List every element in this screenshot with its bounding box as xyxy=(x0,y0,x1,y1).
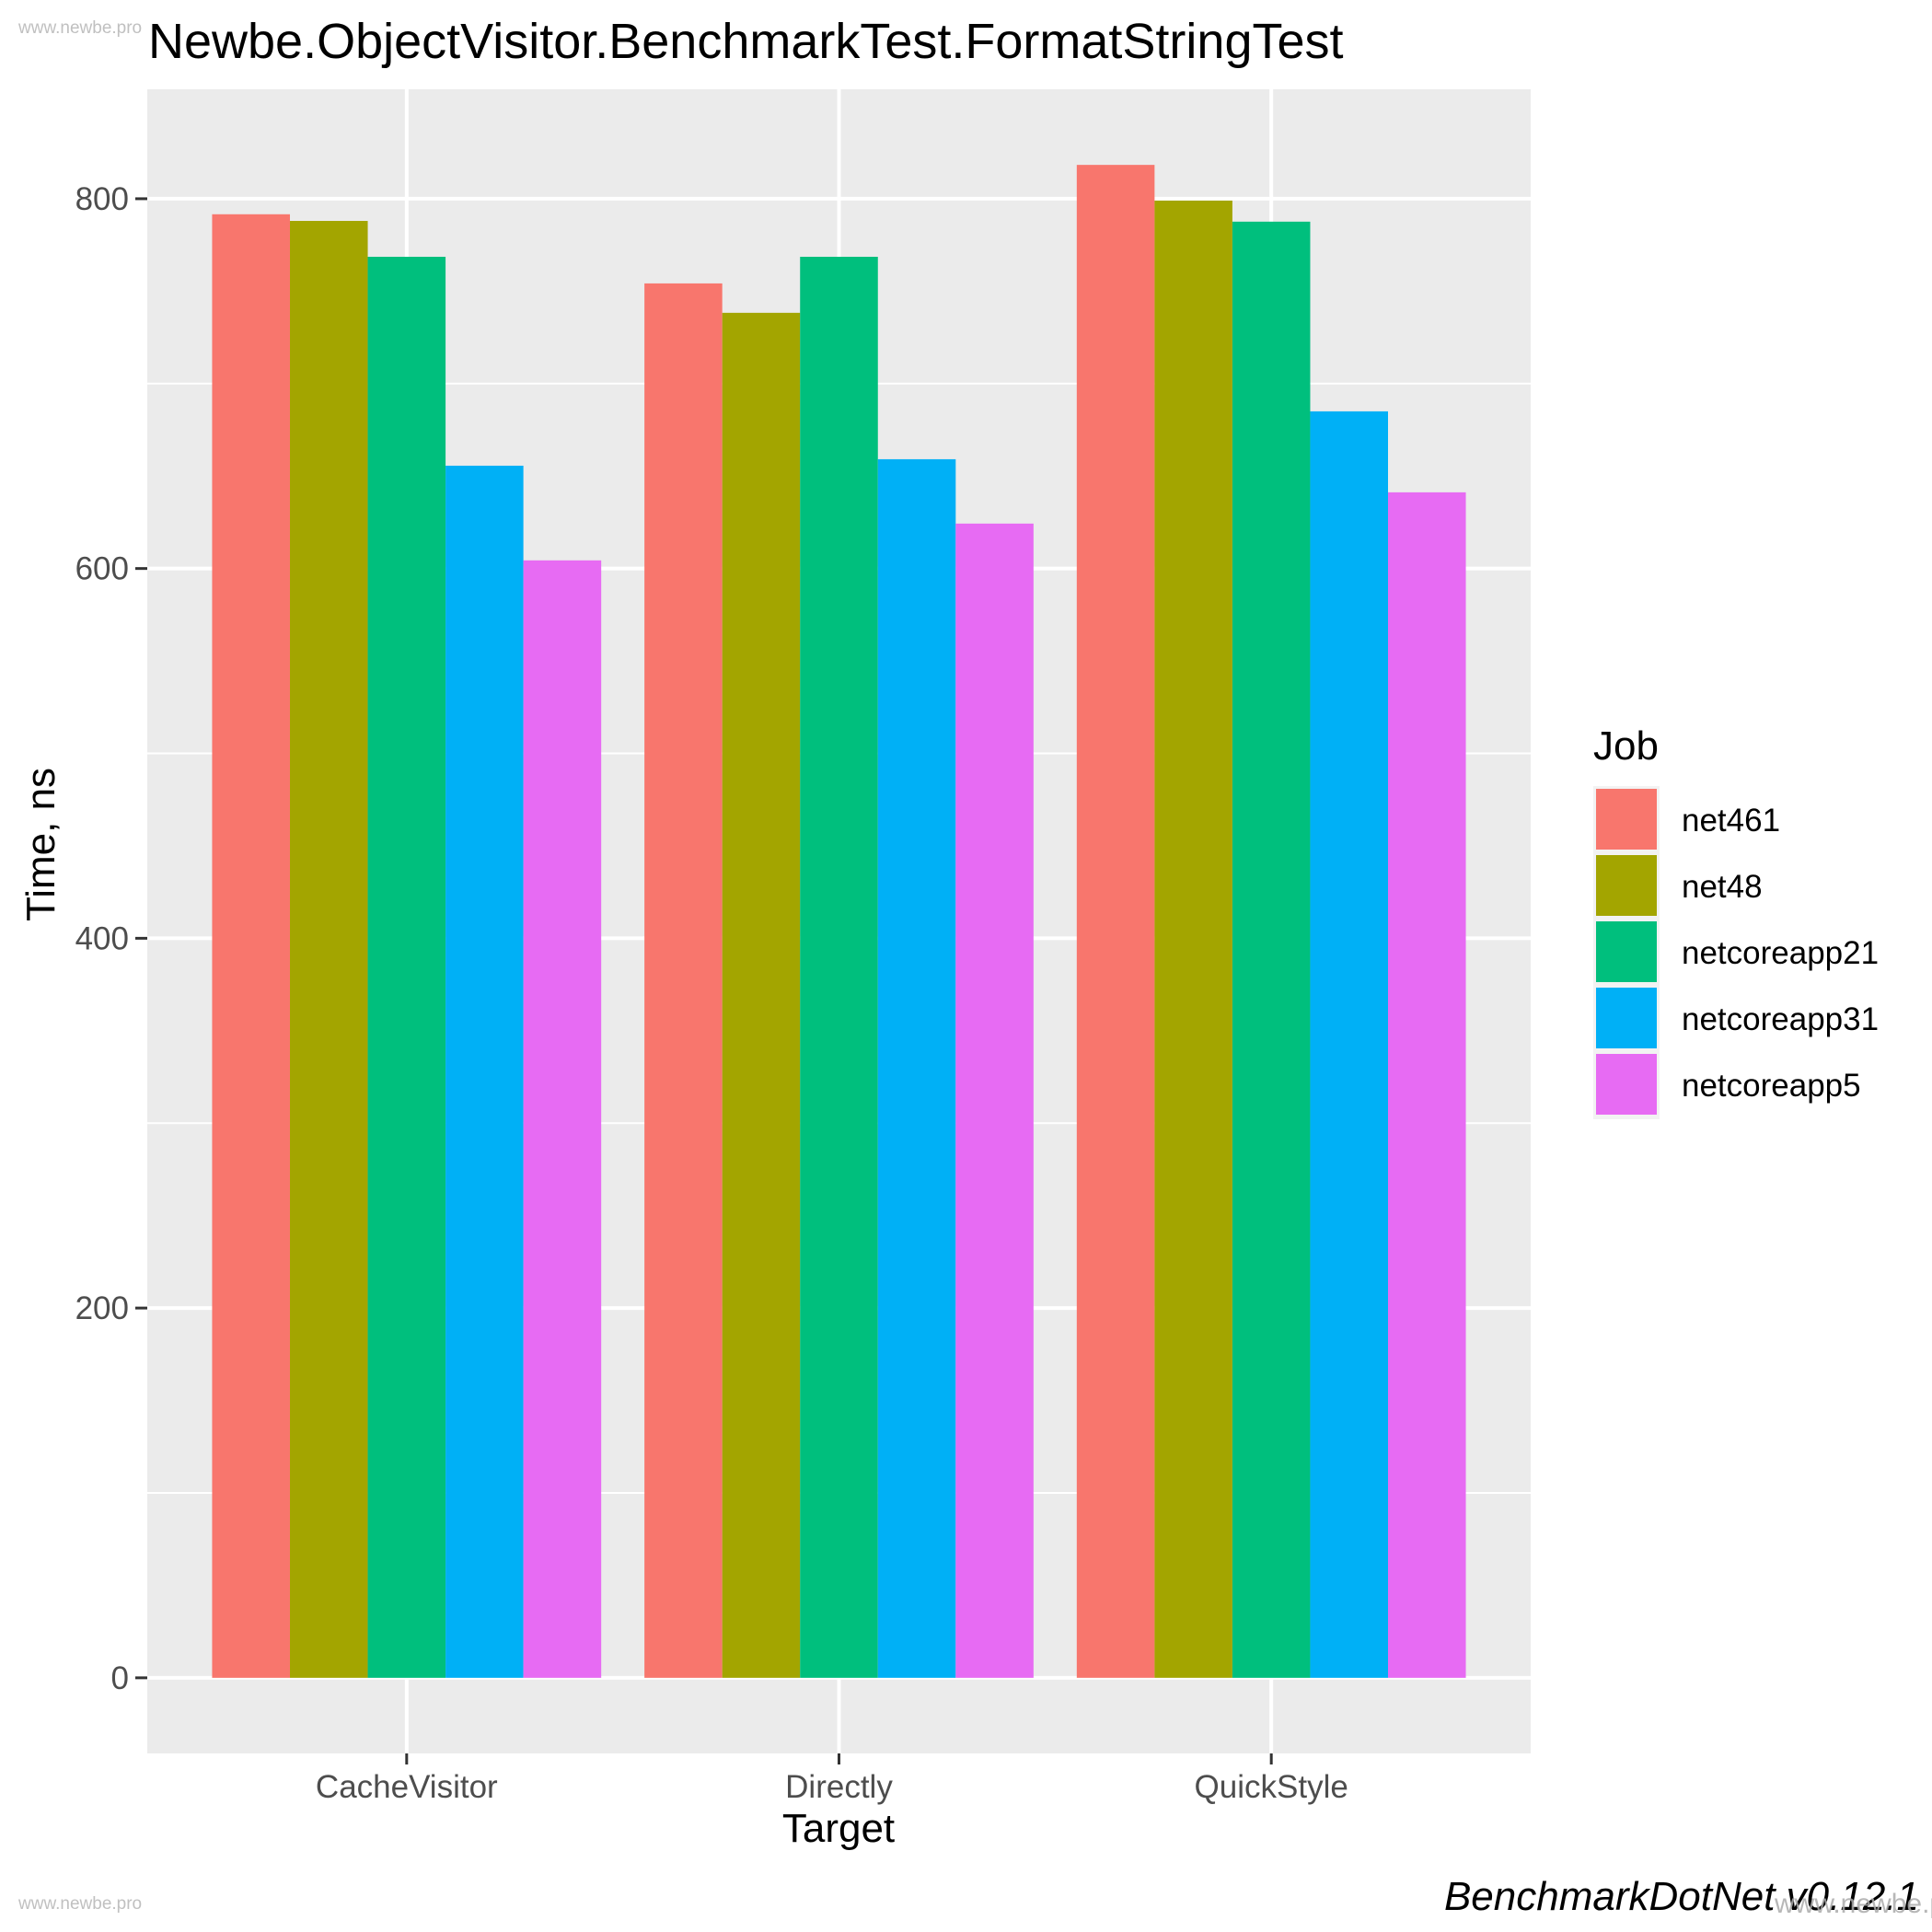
y-tick-label: 200 xyxy=(75,1290,129,1326)
x-tick-label: CacheVisitor xyxy=(316,1769,498,1805)
y-tick-label: 0 xyxy=(111,1660,129,1696)
legend-key-net48 xyxy=(1596,855,1657,916)
watermark-bottom-right: www.newbe.pro xyxy=(1775,1889,1932,1919)
legend-label-net48: net48 xyxy=(1682,869,1763,905)
y-tick-label: 800 xyxy=(75,181,129,217)
bar-net461-QuickStyle xyxy=(1076,165,1155,1678)
bar-netcoreapp31-CacheVisitor xyxy=(445,465,524,1678)
legend-label-net461: net461 xyxy=(1682,803,1780,839)
x-axis: CacheVisitor Directly QuickStyle xyxy=(316,1753,1348,1805)
legend-label-netcoreapp5: netcoreapp5 xyxy=(1682,1068,1861,1104)
bar-netcoreapp31-Directly xyxy=(877,458,956,1678)
watermark-top-left: www.newbe.pro xyxy=(18,18,143,38)
legend-key-netcoreapp5 xyxy=(1596,1054,1657,1115)
legend-key-netcoreapp31 xyxy=(1596,988,1657,1048)
y-axis-title: Time, ns xyxy=(18,767,64,921)
bar-net461-CacheVisitor xyxy=(212,214,290,1678)
legend-label-netcoreapp21: netcoreapp21 xyxy=(1682,935,1879,971)
bar-net48-CacheVisitor xyxy=(290,221,368,1678)
bar-netcoreapp21-CacheVisitor xyxy=(367,256,446,1678)
bar-netcoreapp5-Directly xyxy=(955,523,1034,1678)
bar-net461-Directly xyxy=(644,283,723,1678)
bar-net48-Directly xyxy=(722,312,801,1678)
caption: BenchmarkDotNet v0.12.1 xyxy=(1443,1874,1919,1919)
bar-netcoreapp5-QuickStyle xyxy=(1388,492,1466,1678)
watermark-bottom-left: www.newbe.pro xyxy=(18,1894,143,1914)
legend-key-netcoreapp21 xyxy=(1596,921,1657,982)
bars xyxy=(212,165,1466,1678)
x-tick-label: QuickStyle xyxy=(1195,1769,1348,1805)
chart-title: Newbe.ObjectVisitor.BenchmarkTest.Format… xyxy=(148,14,1344,69)
legend: net461 net48 netcoreapp21 netcoreapp31 netco… xyxy=(1593,786,1879,1119)
legend-key-net461 xyxy=(1596,789,1657,850)
bar-netcoreapp31-QuickStyle xyxy=(1310,411,1388,1678)
legend-title: Job xyxy=(1593,723,1659,769)
bar-netcoreapp21-QuickStyle xyxy=(1232,221,1311,1678)
y-axis: 0 200 400 600 800 xyxy=(75,181,147,1696)
y-tick-label: 400 xyxy=(75,920,129,956)
x-tick-label: Directly xyxy=(785,1769,893,1805)
bar-netcoreapp5-CacheVisitor xyxy=(523,560,602,1678)
x-axis-title: Target xyxy=(781,1806,896,1851)
bar-net48-QuickStyle xyxy=(1154,200,1232,1678)
y-tick-label: 600 xyxy=(75,551,129,587)
bar-netcoreapp21-Directly xyxy=(800,256,878,1678)
legend-label-netcoreapp31: netcoreapp31 xyxy=(1682,1001,1879,1037)
